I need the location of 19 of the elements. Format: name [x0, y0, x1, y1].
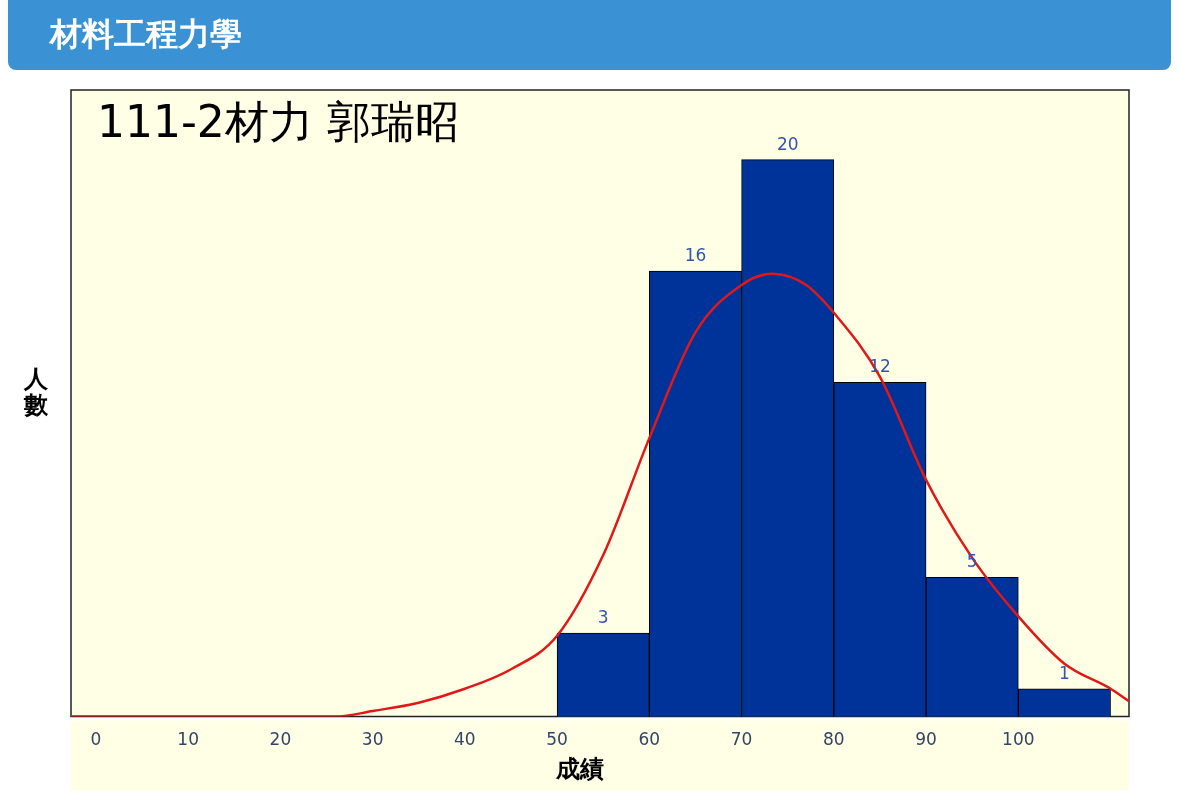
x-tick-label: 80: [823, 729, 845, 750]
chart-title: 材料工程力學: [8, 0, 1171, 70]
x-tick-label: 0: [90, 729, 102, 750]
data-label: 20: [776, 133, 799, 154]
x-tick-label: 70: [730, 729, 753, 750]
x-tick-label: 100: [1002, 729, 1035, 750]
y-axis-title: 人數: [23, 364, 49, 419]
data-label: 1: [1059, 662, 1070, 683]
x-tick-label: 20: [269, 729, 292, 750]
x-axis-title: 成績: [555, 754, 604, 783]
x-tick-label: 10: [177, 729, 199, 750]
data-label: 16: [684, 244, 707, 265]
x-tick-label: 40: [454, 729, 476, 750]
x-tick-label: 50: [546, 729, 568, 750]
x-tick-label: 90: [915, 729, 937, 750]
chart-subtitle: 111-2材力 郭瑞昭: [97, 96, 459, 148]
x-tick-label: 60: [638, 729, 661, 750]
data-label: 3: [597, 606, 609, 627]
x-tick-label: 30: [361, 729, 384, 750]
